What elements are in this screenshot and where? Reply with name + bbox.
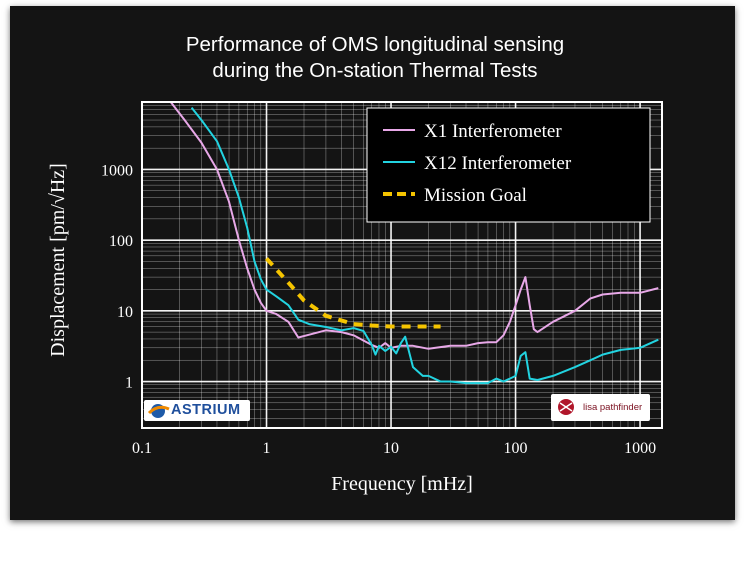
x-tick-label: 1000 <box>624 440 656 457</box>
lisa-pathfinder-logo: lisa pathfinder <box>551 394 650 421</box>
ticks: 0.1 1 10 100 1000 1 10 100 1000 <box>101 162 656 457</box>
x-tick-label: 1 <box>263 440 271 457</box>
x-axis-label: Frequency [mHz] <box>331 473 473 495</box>
y-tick-label: 1000 <box>101 162 133 179</box>
y-axis-label: Displacement [pm/√Hz] <box>47 163 69 357</box>
legend-label-3: Mission Goal <box>424 185 527 206</box>
legend-box <box>366 107 651 223</box>
slide-title-line-2: during the On-station Thermal Tests <box>212 59 538 82</box>
astrium-logo-text: ASTRIUM <box>171 402 241 418</box>
x-tick-label: 10 <box>383 440 399 457</box>
x-tick-label: 0.1 <box>132 440 152 457</box>
series-line-1 <box>169 101 659 350</box>
slide-title-line-1: Performance of OMS longitudinal sensing <box>185 33 565 56</box>
y-tick-label: 1 <box>125 375 133 392</box>
astrium-swoosh-icon <box>147 404 170 418</box>
y-tick-label: 100 <box>109 233 133 250</box>
series-line-3 <box>265 257 441 329</box>
legend-label-2: X12 Interferometer <box>424 153 572 174</box>
y-tick-label: 10 <box>117 304 133 321</box>
series-line-2 <box>190 106 659 385</box>
x-tick-label: 100 <box>504 440 528 457</box>
lisa-pathfinder-logo-text: lisa pathfinder <box>583 402 643 413</box>
legend-label-1: X1 Interferometer <box>424 121 562 142</box>
slide-title: Performance of OMS longitudinal sensing … <box>0 32 750 84</box>
legend: X1 Interferometer X12 Interferometer Missi… <box>366 107 651 223</box>
astrium-logo: ASTRIUM <box>144 400 250 421</box>
series-layer <box>169 101 659 385</box>
slide-background <box>10 6 735 520</box>
plot-frame <box>141 101 663 429</box>
lisa-pathfinder-icon <box>558 399 574 415</box>
